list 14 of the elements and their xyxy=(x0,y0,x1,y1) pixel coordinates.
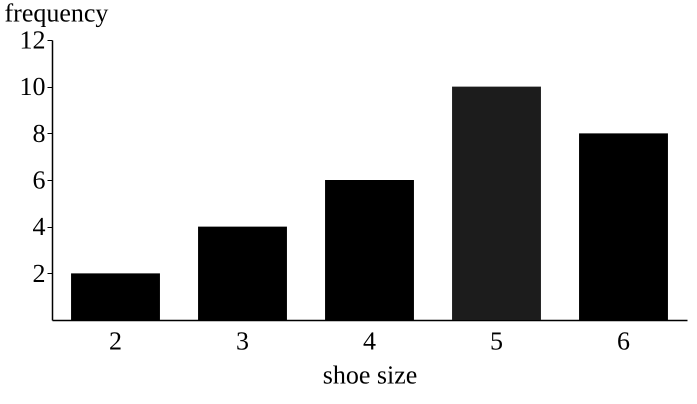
x-tick-label: 5 xyxy=(490,326,503,356)
y-tick-label: 8 xyxy=(32,118,46,148)
x-tick-label: 3 xyxy=(236,326,249,356)
y-tick-label: 10 xyxy=(20,72,46,102)
x-tick-label: 4 xyxy=(363,326,376,356)
x-tick-label: 6 xyxy=(617,326,630,356)
x-tick-label: 2 xyxy=(109,326,122,356)
y-axis-title: frequency xyxy=(4,0,108,28)
y-tick-label: 4 xyxy=(32,212,46,242)
y-tick-label: 6 xyxy=(32,166,46,194)
bar xyxy=(452,86,541,320)
y-tick-label: 2 xyxy=(32,258,46,288)
y-tick-label: 12 xyxy=(20,26,46,54)
x-axis-title: shoe size xyxy=(322,360,418,390)
